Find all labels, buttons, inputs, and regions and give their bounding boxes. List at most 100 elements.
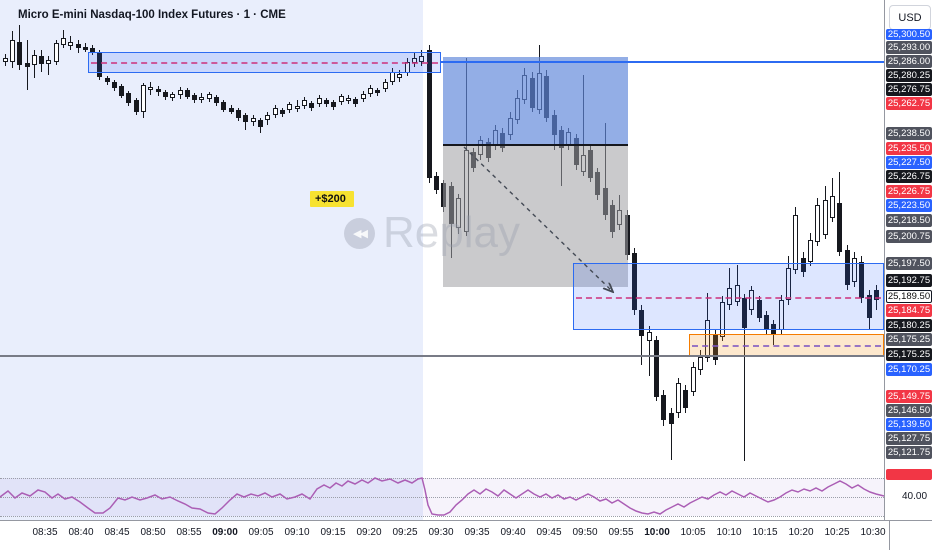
demand-box-mid-mid-dashed-line <box>576 297 881 299</box>
candle-body-u <box>46 60 51 64</box>
time-axis[interactable]: 08:35 08:40 08:45 08:50 08:55 09:00 09:05 09:10… <box>0 520 932 550</box>
candle-body-u <box>287 104 292 110</box>
candle-body-u <box>61 38 66 45</box>
candle-body-d <box>434 176 439 190</box>
candle-body-u <box>823 200 828 235</box>
price-label: 25,286.00 <box>886 55 932 68</box>
price-label: 25,192.75 <box>886 274 932 287</box>
candle-body-u <box>419 56 424 62</box>
candle-body-u <box>720 302 725 337</box>
time-label: 10:05 <box>680 527 706 538</box>
candle-body-u <box>32 55 37 65</box>
candle-body-d <box>112 82 117 88</box>
candle-body-u <box>830 196 835 218</box>
candle-body-d <box>375 90 380 93</box>
time-label: 09:25 <box>392 527 418 538</box>
axis-corner-divider <box>889 521 890 550</box>
time-label: 10:30 <box>860 527 886 538</box>
candle-body-u <box>339 96 344 102</box>
price-label: 25,238.50 <box>886 127 932 140</box>
supply-box-top-left[interactable] <box>88 52 441 73</box>
price-label: 25,223.50 <box>886 199 932 212</box>
price-label: 25,149.75 <box>886 390 932 403</box>
candle-body-d <box>639 310 644 336</box>
candle-body-d <box>185 90 190 97</box>
candle-body-d <box>39 56 44 64</box>
candle-body-u <box>735 285 740 302</box>
candle-body-d <box>243 115 248 122</box>
blue-horizontal-line[interactable] <box>441 61 884 63</box>
candle-body-d <box>427 50 432 178</box>
candle-body-d <box>236 110 241 118</box>
candle-body-u <box>815 205 820 242</box>
candle-body-d <box>258 120 263 127</box>
candle-body-u <box>786 268 791 300</box>
candle-body-u <box>148 87 153 90</box>
candle-body-u <box>170 94 175 98</box>
profit-badge[interactable]: +$200 <box>310 191 354 207</box>
candle-wick <box>744 294 745 461</box>
price-label-clipped <box>886 469 932 480</box>
candle-body-d <box>90 48 95 52</box>
price-label: 25,226.75 <box>886 170 932 183</box>
candle-body-d <box>661 395 666 420</box>
price-label: 25,218.50 <box>886 214 932 227</box>
candle-body-u <box>251 118 256 122</box>
candle-body-u <box>295 106 300 109</box>
supply-fill-blue[interactable] <box>443 57 628 144</box>
demand-box-mid[interactable] <box>573 263 884 330</box>
candle-body-u <box>691 367 696 392</box>
price-scale[interactable]: USD 25,300.50 25,293.00 25,286.00 25,280.25… <box>884 0 932 520</box>
price-label: 25,276.75 <box>886 83 932 96</box>
candle-body-u <box>265 115 270 120</box>
price-label: 25,300.50 <box>886 29 932 40</box>
candle-body-u <box>346 98 351 101</box>
time-label: 09:00 <box>212 527 238 538</box>
candle-body-u <box>10 40 15 62</box>
candle-body-d <box>331 102 336 107</box>
candle-wick <box>48 56 49 75</box>
oscillator-band-bottom-dotted-line <box>0 516 884 517</box>
price-label: 25,175.25 <box>886 348 932 361</box>
candle-wick <box>649 326 650 376</box>
candle-body-d <box>757 300 762 318</box>
price-label: 25,146.50 <box>886 404 932 417</box>
time-label: 10:25 <box>824 527 850 538</box>
time-label: 09:10 <box>284 527 310 538</box>
time-label: 08:55 <box>176 527 202 538</box>
candle-body-d <box>105 78 110 82</box>
currency-usd-button[interactable]: USD <box>889 5 931 30</box>
candle-body-u <box>808 240 813 262</box>
price-label: 25,170.25 <box>886 363 932 376</box>
oscillator-band-mid-dotted-line <box>0 497 884 498</box>
time-label: 09:40 <box>500 527 526 538</box>
candle-body-d <box>221 102 226 110</box>
candle-body-d <box>17 42 22 65</box>
candle-body-d <box>837 203 842 252</box>
price-label: 25,200.75 <box>886 230 932 243</box>
candle-wick <box>671 408 672 460</box>
candle-body-u <box>647 332 652 341</box>
oscillator-band-top-dotted-line <box>0 478 884 479</box>
candle-body-u <box>793 215 798 270</box>
candle-body-d <box>83 47 88 50</box>
supply-box-top-left-mid-dashed-line <box>91 62 438 64</box>
gray-horizontal-line[interactable] <box>0 355 884 357</box>
candle-body-d <box>156 89 161 92</box>
candle-body-u <box>302 100 307 106</box>
candle-body-u <box>54 43 59 62</box>
symbol-title[interactable]: Micro E-mini Nasdaq-100 Index Futures · … <box>18 9 286 21</box>
candle-body-u <box>727 288 732 305</box>
price-label: 25,226.75 <box>886 185 932 198</box>
black-zone-bottom-line[interactable] <box>443 144 628 146</box>
replay-played-region-tint <box>0 0 423 520</box>
price-label: 25,180.25 <box>886 319 932 332</box>
candle-body-d <box>119 86 124 96</box>
time-label: 08:45 <box>104 527 130 538</box>
candle-body-d <box>683 390 688 408</box>
candle-body-u <box>317 98 322 104</box>
time-label: 08:35 <box>32 527 58 538</box>
